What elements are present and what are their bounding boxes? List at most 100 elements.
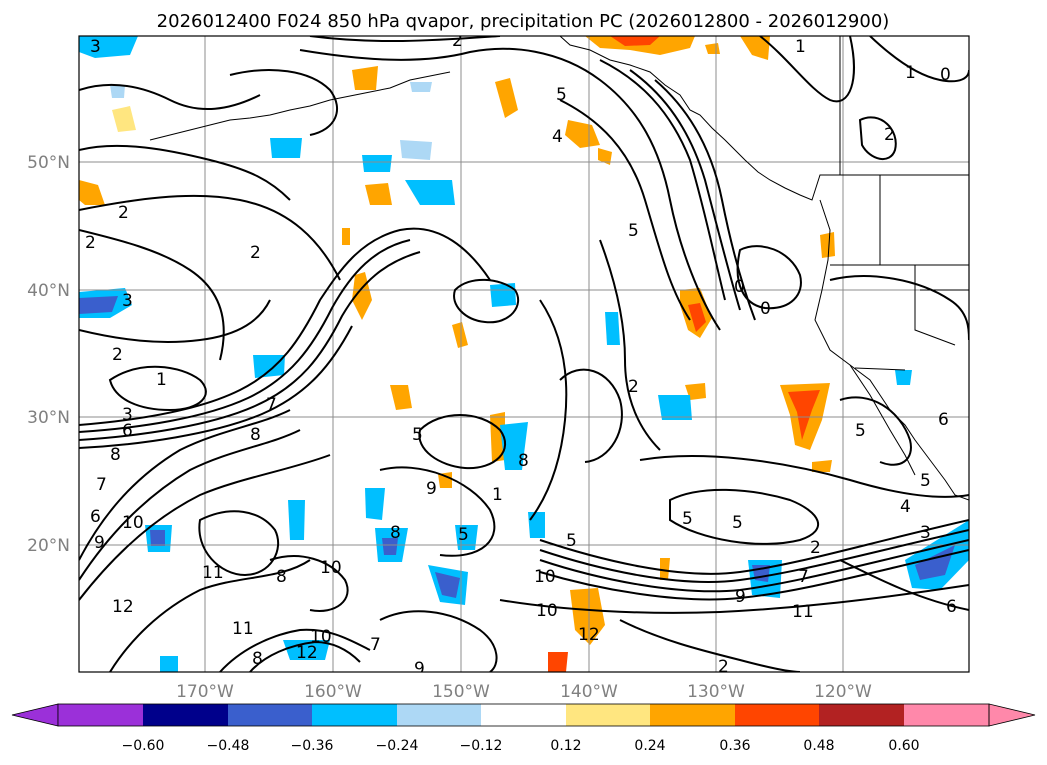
contour-label: 7 (266, 395, 277, 415)
contour-line (79, 429, 301, 581)
colorbar-swatch (735, 704, 819, 726)
contour-label: 10 (310, 627, 332, 647)
contour-label: 5 (920, 471, 931, 491)
state-border-3 (914, 265, 956, 346)
precip-positive-sm14 (548, 652, 568, 672)
qvapor-contours (79, 36, 969, 672)
contour-label: 7 (798, 567, 809, 587)
lat-label: 30°N (27, 408, 70, 428)
precip-positive-sm3 (565, 120, 600, 148)
contour-label: 12 (578, 625, 600, 645)
precip-negative-sm11 (288, 500, 305, 540)
colorbar-tick: 0.60 (888, 738, 919, 754)
contour-label: 1 (492, 485, 503, 505)
precip-positive-sm18 (438, 472, 452, 488)
figure-title: 2026012400 F024 850 hPa qvapor, precipit… (157, 11, 890, 32)
contour-line (379, 610, 498, 672)
colorbar-swatch (312, 704, 397, 726)
precip-positive-sm2 (352, 66, 378, 90)
contour-label: 6 (122, 421, 133, 441)
contour-label: 2 (628, 377, 639, 397)
lat-labels: 50°N 40°N 30°N 20°N (27, 153, 70, 556)
precip-negative-sm5 (490, 283, 516, 307)
contour-line (499, 584, 969, 614)
precip-negative-sm18 (160, 656, 178, 672)
contour-line (79, 239, 411, 433)
coastlines (149, 36, 969, 501)
precip-positive-sm10 (820, 232, 835, 258)
contour-line (539, 519, 969, 575)
contour-label: 5 (556, 85, 567, 105)
contour-label: 12 (112, 597, 134, 617)
precip-positive-w50 (79, 180, 105, 205)
contour-line (829, 275, 969, 341)
precip-negative-sm14-core (435, 572, 460, 598)
contour-line (249, 640, 361, 672)
contour-line (219, 628, 371, 672)
mexico-border (854, 367, 906, 371)
precip-negative-sm7 (605, 312, 620, 345)
graticule (79, 36, 969, 672)
contour-line (599, 59, 726, 301)
precip-positive-sm16 (660, 558, 670, 580)
contour-label: 4 (552, 127, 563, 147)
contour-line (839, 559, 969, 611)
lon-label: 140°W (560, 682, 618, 702)
colorbar-swatch (481, 704, 566, 726)
contour-line (79, 454, 331, 601)
precip-negative-sm12-core (150, 530, 165, 546)
contour-label: 9 (94, 533, 105, 553)
contour-label: 8 (518, 451, 529, 471)
contour-label: 9 (414, 659, 425, 679)
contour-line (108, 365, 207, 412)
precip-negative-sm8 (658, 395, 692, 420)
precip-negative-se-core (915, 545, 955, 580)
lon-label: 170°W (176, 682, 234, 702)
contour-label: 2 (250, 243, 261, 263)
contour-line (529, 299, 568, 521)
contour-line (559, 99, 691, 321)
colorbar-extend-high (988, 703, 1036, 727)
contour-line (79, 229, 225, 361)
contour-line (453, 278, 520, 324)
contour-label: 0 (940, 65, 951, 85)
contour-label: 5 (855, 421, 866, 441)
contour-line (79, 251, 421, 441)
colorbar-swatch (650, 704, 735, 726)
contour-label: 2 (85, 233, 96, 253)
contour-line (379, 466, 496, 557)
contour-label: 0 (760, 299, 771, 319)
precip-positive-coastcal-core (688, 303, 706, 332)
contour-label: 5 (412, 425, 423, 445)
colorbar-tick: 0.48 (803, 738, 834, 754)
contour-line (79, 144, 291, 201)
contour-label: 2 (884, 125, 895, 145)
lon-label: 160°W (304, 682, 362, 702)
contour-label: 2 (810, 538, 821, 558)
lat-label: 50°N (27, 153, 70, 173)
precip-positive-sm5 (365, 183, 392, 205)
contour-line (79, 194, 341, 281)
colorbar-tick: 0.12 (550, 738, 581, 754)
contour-label: 5 (682, 509, 693, 529)
contour-line (858, 116, 897, 160)
contour-line (839, 396, 912, 466)
contour-line (299, 47, 721, 331)
precip-positive-gulf (495, 78, 518, 118)
colorbar-tick: −0.36 (291, 738, 334, 754)
contour-labels: 3 2 1 0 5 4 2 2 3 2 1 2 3 8 6 8 7 6 10 9 (85, 36, 957, 679)
colorbar-swatch (819, 704, 904, 726)
contour-label: 9 (735, 587, 746, 607)
precip-positive-sm12 (685, 383, 706, 400)
contour-label: 10 (320, 558, 342, 578)
colorbar-swatch (58, 704, 143, 726)
contour-label: 8 (110, 445, 121, 465)
contour-line (109, 559, 311, 672)
contour-line (539, 529, 969, 583)
precip-negative-sm3 (405, 180, 455, 205)
colorbar-tick: −0.24 (376, 738, 419, 754)
contour-line (654, 79, 756, 321)
contour-line (79, 83, 261, 111)
contour-label: 3 (90, 37, 101, 57)
colorbar-tick: −0.60 (122, 738, 165, 754)
